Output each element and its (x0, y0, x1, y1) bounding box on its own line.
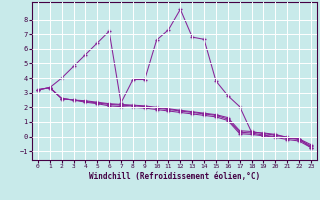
X-axis label: Windchill (Refroidissement éolien,°C): Windchill (Refroidissement éolien,°C) (89, 172, 260, 181)
